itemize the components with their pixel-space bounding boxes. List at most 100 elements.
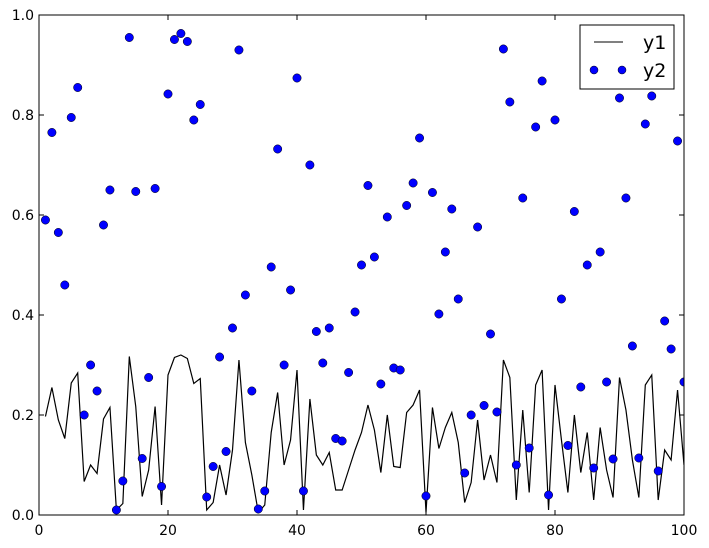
legend: y1 y2 <box>579 24 675 90</box>
x-tick-label: 80 <box>546 523 564 539</box>
series-y2-point <box>305 160 315 170</box>
series-y2-point <box>582 260 592 270</box>
series-y2-point <box>86 360 96 370</box>
series-y2-point <box>402 201 412 210</box>
series-y2-point <box>531 122 541 132</box>
series-y2-point <box>673 136 682 146</box>
series-y2-point <box>415 133 424 143</box>
series-y2-point <box>240 290 250 300</box>
series-y2-point <box>79 410 89 420</box>
x-tick-label: 20 <box>159 523 177 539</box>
y-tick-label: 0.4 <box>12 308 34 324</box>
series-y2-point <box>228 323 237 333</box>
series-y2-point <box>324 323 334 333</box>
series-y2-point <box>518 193 528 203</box>
series-y2-point <box>621 193 631 203</box>
series-y2-point <box>640 119 650 129</box>
series-y2-point <box>511 460 521 470</box>
series-y2-point <box>486 329 495 339</box>
series-y2-point <box>602 377 612 387</box>
series-y2-point <box>608 454 618 464</box>
series-y2-point <box>144 373 154 382</box>
series-y2-point <box>447 204 457 214</box>
series-y2-point <box>260 486 270 496</box>
series-y2-point <box>137 454 147 463</box>
series-y2-point <box>157 482 167 491</box>
series-y2-point <box>408 178 418 188</box>
series-y2-point <box>505 97 515 107</box>
series-y2-point <box>286 285 295 295</box>
series-y2-point <box>350 307 360 317</box>
series-y2-point <box>647 91 657 101</box>
x-tick-label: 0 <box>35 523 44 539</box>
x-tick-label: 60 <box>417 523 435 539</box>
series-y2-point <box>208 462 218 471</box>
legend-label-y1: y1 <box>643 32 666 54</box>
series-y2-point <box>118 476 128 486</box>
series-y2-point <box>66 113 76 122</box>
legend-swatch-y2-b <box>617 65 627 75</box>
y-tick-label: 0.8 <box>12 108 34 124</box>
series-y2-point <box>41 215 50 225</box>
series-y2-point <box>589 463 599 473</box>
series-y2-point <box>195 100 205 109</box>
series-y2-point <box>92 386 102 396</box>
series-y2-point <box>363 181 373 190</box>
x-tick-label: 100 <box>671 523 698 539</box>
plot-frame <box>38 14 685 516</box>
y-tick-label: 0.2 <box>12 408 34 424</box>
series-y2-point <box>569 207 579 216</box>
series-y2-point <box>428 188 437 197</box>
series-y2-point <box>550 115 560 125</box>
series-y2-point <box>202 492 212 502</box>
series-y2-point <box>492 407 502 417</box>
series-y2-point <box>524 443 534 453</box>
series-y2-point <box>299 486 308 496</box>
series-y2-point <box>634 453 644 463</box>
series-y2-point <box>421 491 431 501</box>
series-y2-point <box>111 505 121 515</box>
series-y2-point <box>369 252 379 262</box>
series-y2-point <box>47 128 57 137</box>
series-y2-point <box>292 73 302 83</box>
series-y2-point <box>615 93 624 103</box>
series-y2-point <box>479 401 489 410</box>
series-y2-point <box>357 260 366 270</box>
series-y2-point <box>182 37 192 46</box>
legend-swatch-y2-a <box>589 65 599 75</box>
series-y2-point <box>163 89 173 99</box>
series-y2-point <box>576 382 586 392</box>
series-y2-point <box>279 360 289 370</box>
series-y2-point <box>627 341 637 351</box>
series-y2-point <box>498 44 508 54</box>
series-y2-point <box>537 76 547 86</box>
series-y2-point <box>273 144 283 154</box>
series-y2-point <box>453 294 463 304</box>
series-y2-point <box>337 436 347 446</box>
series-y2-point <box>318 358 328 368</box>
series-y2-point <box>105 185 115 195</box>
series-y2-point <box>99 220 108 230</box>
series-y2-point <box>221 447 231 456</box>
series-y2-point <box>311 327 321 336</box>
series-y2-point <box>73 83 83 92</box>
legend-label-y2: y2 <box>643 60 666 82</box>
series-y2-point <box>666 344 676 354</box>
series-y2-point <box>53 228 63 237</box>
series-y2-point <box>563 441 573 450</box>
series-y2-point <box>434 309 444 319</box>
series-y2-point <box>460 468 470 478</box>
series-y2-point <box>544 490 553 500</box>
series-y2-point <box>395 365 405 375</box>
series-y1-line <box>44 354 684 514</box>
series-y2-point <box>131 187 141 196</box>
series-y2-point <box>440 247 450 257</box>
series-y2-point <box>473 222 483 232</box>
series-y2-point <box>344 368 354 377</box>
series-y2-point <box>234 45 244 55</box>
series-y2-point <box>176 29 186 38</box>
series-y2-point <box>189 115 199 125</box>
series-y2-point <box>266 262 276 272</box>
series-y2-point <box>376 379 386 389</box>
